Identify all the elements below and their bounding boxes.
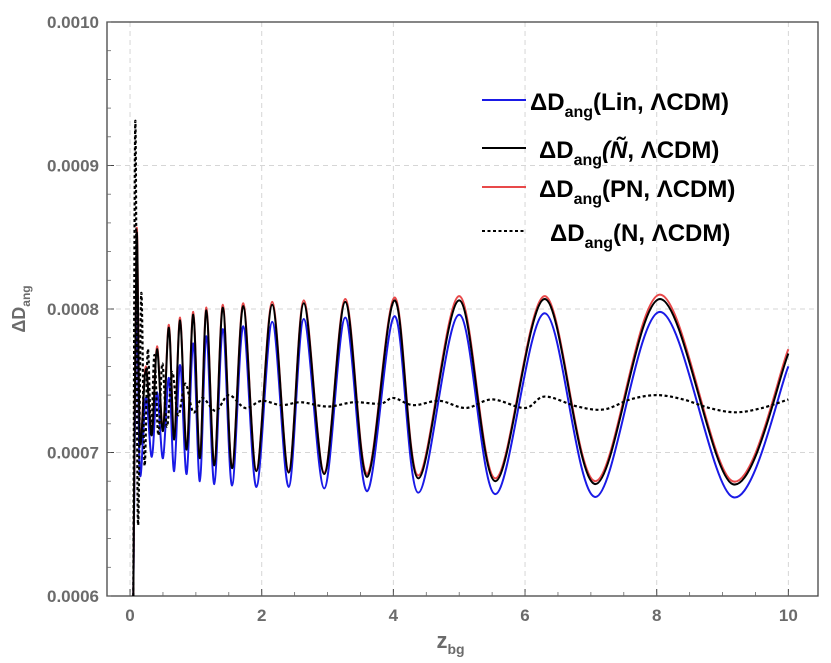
y-tick-label: 0.0007: [47, 444, 99, 463]
x-tick-label: 2: [257, 606, 266, 625]
series-line-n: [132, 119, 789, 597]
y-axis-title: ΔDang: [9, 285, 33, 332]
legend-label-italic: (Ñ: [602, 136, 628, 164]
x-tick-label: 0: [125, 606, 134, 625]
legend-label-sub: ang: [574, 152, 602, 169]
legend-label-ntilde: ΔDang(Ñ, ΛCDM): [539, 136, 719, 169]
data-series: [132, 119, 790, 597]
x-tick-label: 10: [779, 606, 798, 625]
y-axis-title-base: ΔD: [9, 307, 29, 333]
legend-label-args: (Lin, ΛCDM): [593, 89, 729, 116]
legend-label-pn: ΔDang(PN, ΛCDM): [539, 176, 735, 208]
x-tick-label: 8: [652, 606, 661, 625]
y-tick-label: 0.0006: [47, 587, 99, 606]
legend: ΔDang(Lin, ΛCDM)ΔDang(Ñ, ΛCDM)ΔDang(PN, …: [482, 89, 735, 252]
series-line-pn: [132, 226, 790, 597]
legend-label-sub: ang: [565, 104, 593, 121]
legend-label-args: , ΛCDM): [627, 137, 719, 164]
y-axis-title-sub: ang: [19, 285, 33, 306]
x-axis-title-sub: bg: [447, 641, 464, 657]
legend-label-n: ΔDang(N, ΛCDM): [550, 220, 730, 252]
series-line-lin: [132, 292, 790, 597]
legend-label-base: ΔD: [550, 220, 585, 247]
legend-label-sub: ang: [574, 191, 602, 208]
legend-label-base: ΔD: [539, 176, 574, 203]
series-line-ntilde: [132, 231, 790, 597]
legend-label-base: ΔD: [530, 89, 565, 116]
y-tick-label: 0.0010: [47, 13, 99, 32]
legend-label-base: ΔD: [539, 137, 574, 164]
grid-lines: [107, 22, 818, 596]
x-axis-title-base: z: [436, 628, 447, 653]
x-axis-title: zbg: [436, 628, 464, 657]
x-tick-label: 6: [520, 606, 529, 625]
legend-label-sub: ang: [585, 235, 613, 252]
axis-ticks: 0 2 4 6 8 10 0.0006 0.0007 0.0008 0.0009 0.0010: [47, 13, 798, 625]
y-tick-label: 0.0008: [47, 300, 99, 319]
y-tick-label: 0.0009: [47, 157, 99, 176]
legend-label-args: (N, ΛCDM): [613, 220, 730, 247]
legend-label-args: (PN, ΛCDM): [602, 176, 735, 203]
x-tick-label: 4: [389, 606, 399, 625]
legend-label-lin: ΔDang(Lin, ΛCDM): [530, 89, 729, 121]
